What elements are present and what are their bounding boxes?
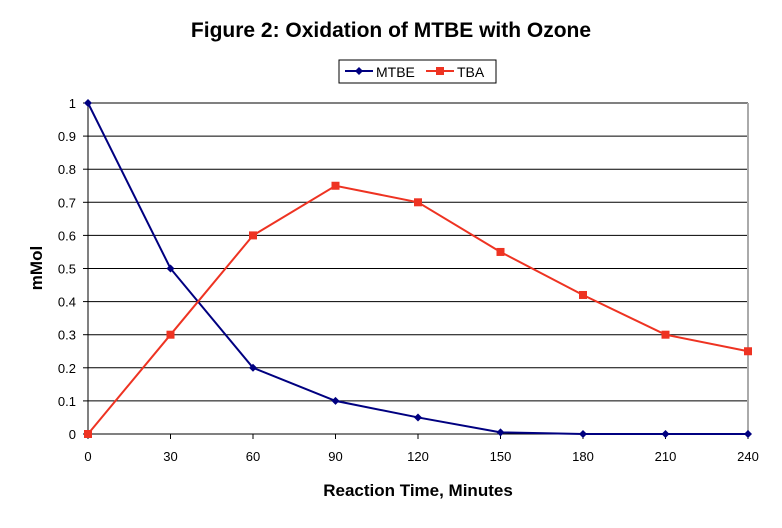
legend-label-tba: TBA <box>457 64 485 80</box>
data-point-tba <box>84 430 92 438</box>
y-tick-label: 0.6 <box>58 228 76 243</box>
data-point-tba <box>579 290 587 299</box>
data-point-tba <box>414 198 422 207</box>
series-line-tba <box>87 184 749 435</box>
y-tick-label: 0 <box>69 427 76 442</box>
axes <box>83 102 749 439</box>
data-point-tba <box>166 330 175 339</box>
x-tick-label: 180 <box>572 449 594 464</box>
data-point-mtbe <box>496 428 505 437</box>
data-point-mtbe <box>661 430 670 438</box>
data-point-mtbe <box>744 430 752 438</box>
legend-marker-tba <box>436 67 444 75</box>
data-point-mtbe <box>84 99 92 107</box>
x-tick-label: 0 <box>84 449 91 464</box>
gridlines <box>88 102 748 435</box>
data-point-tba <box>249 231 257 240</box>
y-tick-label: 0.7 <box>58 195 76 210</box>
data-point-tba <box>661 330 670 339</box>
x-tick-label: 150 <box>490 449 512 464</box>
x-tick-label: 60 <box>246 449 260 464</box>
data-point-tba <box>744 347 752 356</box>
x-tick-label: 30 <box>163 449 177 464</box>
y-axis-label: mMol <box>27 246 46 290</box>
y-tick-label: 0.1 <box>58 394 76 409</box>
x-tick-label: 120 <box>407 449 429 464</box>
x-tick-label: 210 <box>655 449 677 464</box>
series-group <box>84 99 752 438</box>
x-tick-label: 240 <box>737 449 759 464</box>
y-tick-label: 0.4 <box>58 295 76 310</box>
data-point-tba <box>331 181 340 190</box>
chart-title: Figure 2: Oxidation of MTBE with Ozone <box>191 19 591 42</box>
legend-label-mtbe: MTBE <box>376 64 415 80</box>
data-point-tba <box>496 247 505 256</box>
data-point-mtbe <box>331 396 340 405</box>
x-tick-labels: 0 30 60 90 120 150 180 210 240 <box>84 449 758 464</box>
data-point-mtbe <box>414 413 422 422</box>
data-point-mtbe <box>166 264 175 273</box>
data-point-mtbe <box>249 363 257 372</box>
y-tick-label: 0.9 <box>58 129 76 144</box>
y-tick-label: 1 <box>69 96 76 111</box>
data-point-mtbe <box>579 430 587 438</box>
y-tick-label: 0.3 <box>58 328 76 343</box>
y-tick-label: 0.8 <box>58 162 76 177</box>
y-tick-label: 0.5 <box>58 262 76 277</box>
x-axis-label: Reaction Time, Minutes <box>323 481 513 500</box>
y-tick-labels: 0 0.1 0.2 0.3 0.4 0.5 0.6 0.7 0.8 0.9 1 <box>58 96 76 442</box>
x-tick-label: 90 <box>328 449 342 464</box>
legend-marker-mtbe <box>355 67 363 75</box>
y-tick-label: 0.2 <box>58 361 76 376</box>
legend: MTBE TBA <box>338 59 497 84</box>
